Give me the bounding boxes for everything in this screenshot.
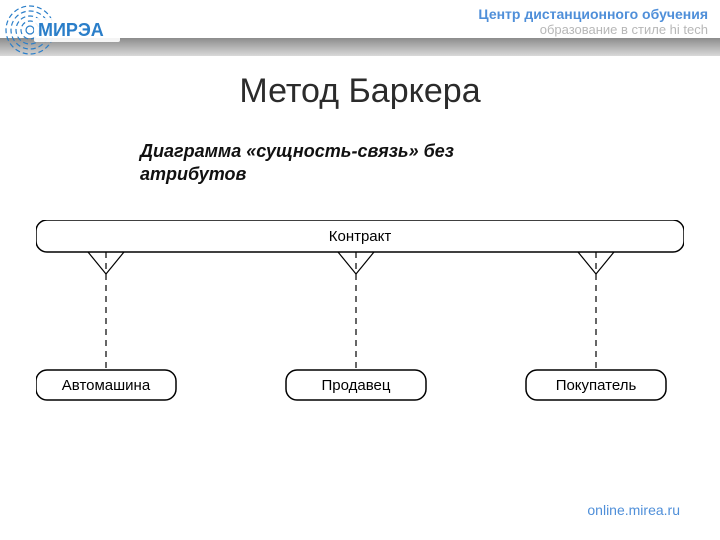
svg-text:Продавец: Продавец <box>322 377 391 394</box>
footer-url: online.mirea.ru <box>587 502 680 518</box>
er-diagram-svg: Контракт Автомашина Продавец Покупатель <box>36 220 684 420</box>
logo-text: МИРЭА <box>38 20 104 40</box>
svg-text:Автомашина: Автомашина <box>62 377 151 394</box>
er-diagram: Контракт Автомашина Продавец Покупатель <box>36 220 684 420</box>
page-title: Метод Баркера <box>0 72 720 111</box>
header-org: Центр дистанционного обучения <box>478 6 708 22</box>
svg-text:Покупатель: Покупатель <box>556 377 637 394</box>
svg-text:Контракт: Контракт <box>329 228 392 245</box>
header-tagline: образование в стиле hi tech <box>540 22 708 37</box>
page-subtitle: Диаграмма «сущность-связь» без атрибутов <box>140 140 560 185</box>
mirea-logo: МИРЭА <box>4 4 122 56</box>
